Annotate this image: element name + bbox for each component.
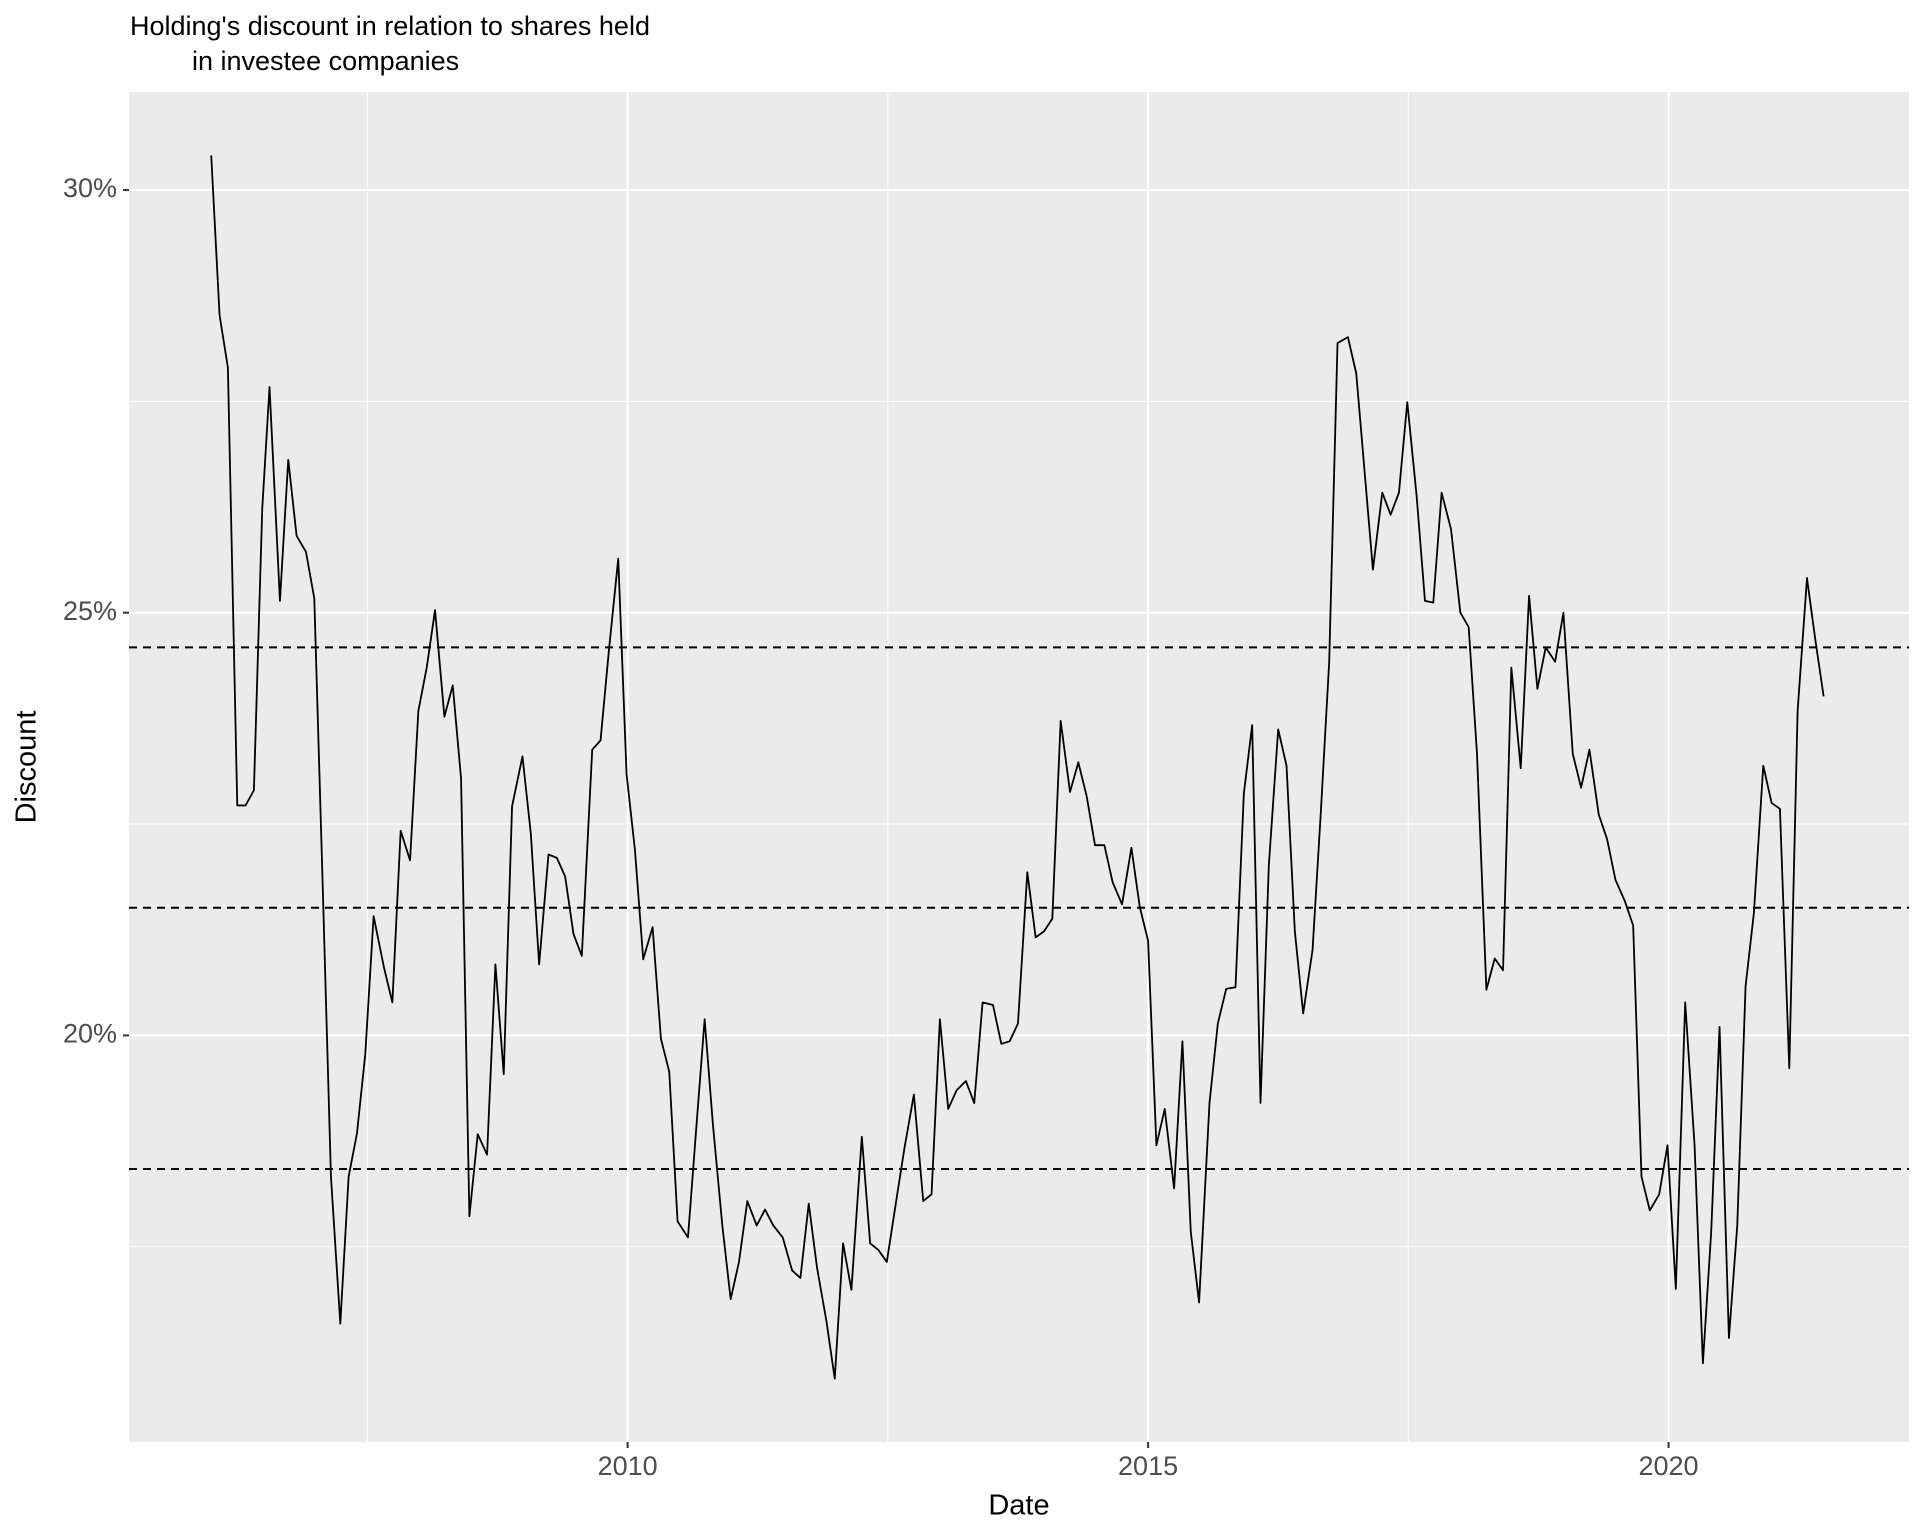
y-tick-label: 25%	[63, 596, 117, 626]
data-line	[210, 155, 1825, 1380]
chart-title: Holding's discount in relation to shares…	[130, 11, 650, 41]
y-axis-title: Discount	[11, 711, 43, 824]
y-tick-label: 30%	[63, 173, 117, 203]
x-tick-label: 2010	[598, 1451, 658, 1481]
plot-panel	[129, 92, 1909, 1442]
x-axis-title: Date	[988, 1490, 1049, 1522]
chart-title: in investee companies	[192, 46, 459, 76]
x-tick-label: 2020	[1639, 1451, 1699, 1481]
y-tick-label: 20%	[63, 1019, 117, 1049]
x-tick-label: 2015	[1118, 1451, 1178, 1481]
